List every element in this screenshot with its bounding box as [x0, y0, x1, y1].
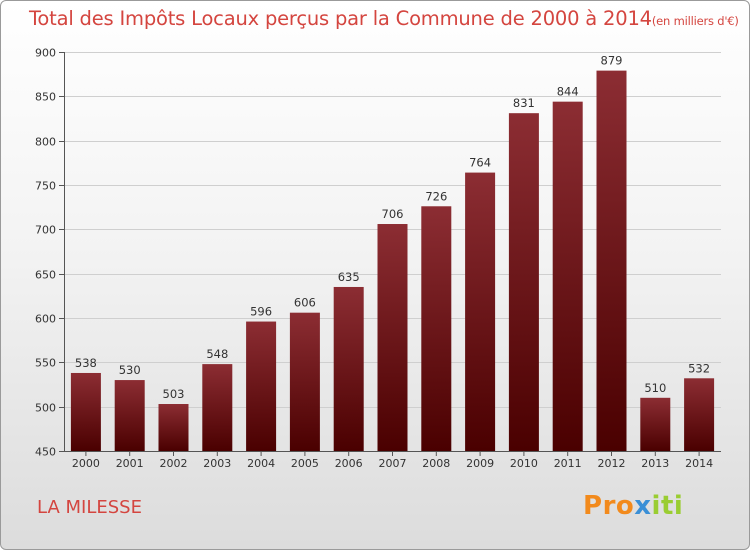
x-tick-label: 2006 — [335, 457, 363, 470]
y-tick-label: 550 — [35, 357, 56, 370]
bar — [158, 404, 189, 451]
labels: 450 500 550 600 650 700 750 800 850 900 538 2000 530… — [35, 47, 713, 471]
x-tick-label: 2013 — [641, 457, 669, 470]
bar-value-label: 503 — [163, 387, 185, 401]
logo-letter: i — [673, 491, 684, 521]
bar-value-label: 510 — [644, 381, 666, 395]
x-tick-label: 2002 — [160, 457, 188, 470]
bar — [70, 372, 101, 451]
bar — [377, 224, 408, 451]
logo-letter: i — [651, 491, 661, 521]
bar — [114, 380, 145, 451]
x-tick-label: 2008 — [422, 457, 450, 470]
y-tick-label: 700 — [35, 224, 56, 237]
logo-letter: r — [602, 491, 616, 521]
y-tick-label: 750 — [35, 180, 56, 193]
commune-name: LA MILESSE — [37, 497, 142, 518]
y-tick-label: 600 — [35, 313, 56, 326]
logo-letter: P — [583, 491, 603, 521]
bar — [640, 397, 671, 451]
x-tick-label: 2003 — [203, 457, 231, 470]
bar-value-label: 635 — [338, 270, 360, 284]
bars — [70, 70, 715, 452]
x-tick-label: 2014 — [685, 457, 713, 470]
x-tick-label: 2009 — [466, 457, 494, 470]
x-tick-label: 2011 — [554, 457, 582, 470]
bar-value-label: 879 — [601, 54, 623, 68]
bar — [289, 312, 320, 451]
bar — [202, 364, 233, 451]
y-tick-label: 850 — [35, 91, 56, 104]
bar-value-label: 726 — [425, 189, 447, 203]
y-tick-label: 500 — [35, 402, 56, 415]
y-tick-label: 800 — [35, 136, 56, 149]
bar-value-label: 548 — [206, 347, 228, 361]
y-tick-label: 450 — [35, 446, 56, 459]
x-tick-label: 2004 — [247, 457, 275, 470]
bar — [246, 321, 277, 451]
x-tick-label: 2005 — [291, 457, 319, 470]
bar — [421, 206, 452, 451]
bar-value-label: 530 — [119, 363, 141, 377]
bar-value-label: 764 — [469, 156, 491, 170]
x-tick-label: 2000 — [72, 457, 100, 470]
bar-value-label: 706 — [382, 207, 404, 221]
logo-letter: t — [660, 491, 674, 521]
chart-subtitle: (en milliers d'€) — [651, 14, 739, 28]
x-tick-label: 2010 — [510, 457, 538, 470]
bar-value-label: 538 — [75, 356, 97, 370]
chart-title: Total des Impôts Locaux perçus par la Co… — [29, 7, 739, 30]
bar — [552, 101, 583, 452]
bar-value-label: 532 — [688, 361, 710, 375]
bar — [684, 378, 715, 451]
y-tick-label: 900 — [35, 47, 56, 60]
logo-letter: o — [615, 491, 635, 521]
axes — [59, 52, 721, 456]
chart-title-text: Total des Impôts Locaux perçus par la Co… — [29, 7, 652, 30]
bar-value-label: 596 — [250, 305, 272, 319]
bar — [596, 70, 627, 452]
logo-letter: x — [634, 491, 652, 521]
bar-value-label: 606 — [294, 296, 316, 310]
x-tick-label: 2001 — [116, 457, 144, 470]
bar — [465, 172, 496, 451]
bar — [333, 286, 364, 451]
proxiti-logo[interactable]: Proxiti — [583, 491, 683, 521]
bar — [508, 113, 539, 452]
bar-value-label: 831 — [513, 96, 535, 110]
x-tick-label: 2012 — [598, 457, 626, 470]
x-tick-label: 2007 — [379, 457, 407, 470]
bar-value-label: 844 — [557, 85, 579, 99]
y-tick-label: 650 — [35, 269, 56, 282]
